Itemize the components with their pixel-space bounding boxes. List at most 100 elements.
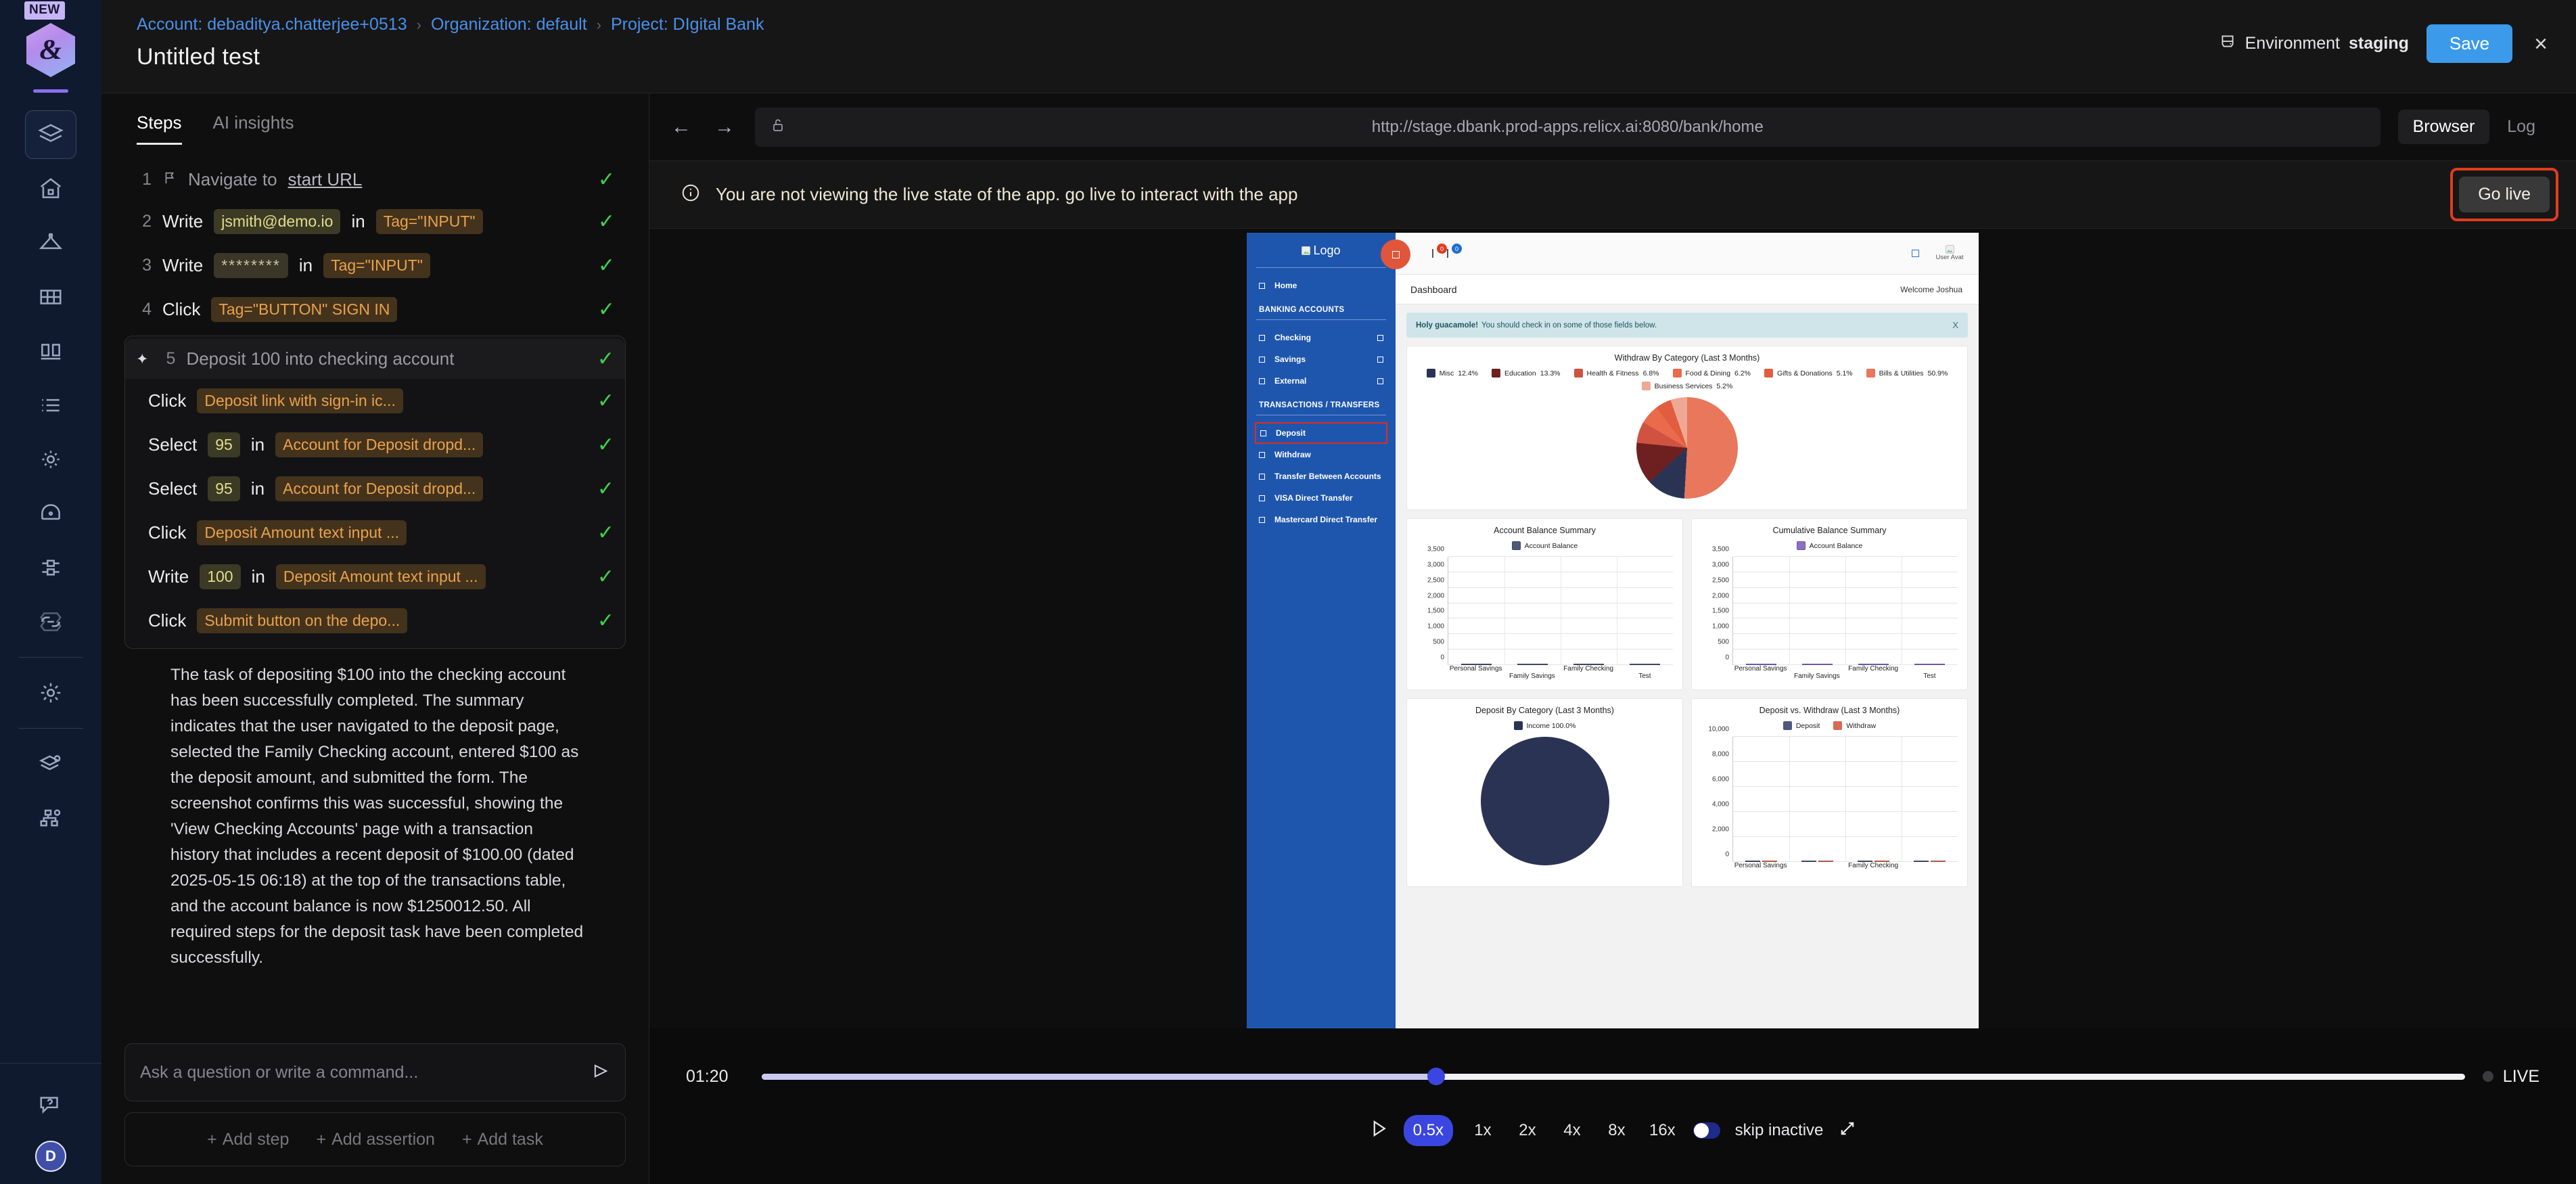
step-row[interactable]: 2 Write jsmith@demo.io in Tag="INPUT" ✓ xyxy=(124,200,626,244)
legend-item[interactable]: Gifts & Donations 5.1% xyxy=(1764,369,1853,378)
legend-item[interactable]: Bills & Utilities 50.9% xyxy=(1866,369,1948,378)
alert-close-icon[interactable]: X xyxy=(1952,320,1958,330)
bank-nav-transfer-between-accounts[interactable]: Transfer Between Accounts xyxy=(1247,465,1396,487)
sitemap-settings-icon[interactable] xyxy=(25,794,76,842)
progress-slider[interactable] xyxy=(762,1068,2465,1085)
bank-nav-home[interactable]: Home xyxy=(1247,275,1396,296)
legend-item[interactable]: Account Balance xyxy=(1511,541,1578,550)
step-value-chip[interactable]: jsmith@demo.io xyxy=(214,209,341,234)
bank-nav-withdraw[interactable]: Withdraw xyxy=(1247,444,1396,465)
tab-browser[interactable]: Browser xyxy=(2397,110,2490,144)
close-icon[interactable]: × xyxy=(2534,30,2548,57)
speed-4x[interactable]: 4x xyxy=(1563,1120,1581,1139)
home-icon[interactable] xyxy=(25,164,76,213)
add-assertion-button[interactable]: + Add assertion xyxy=(316,1130,434,1149)
bank-nav-external[interactable]: External xyxy=(1247,370,1396,392)
substep-row[interactable]: Click Deposit Amount text input ... ✓ xyxy=(125,511,625,555)
add-step-button[interactable]: + Add step xyxy=(207,1130,289,1149)
bank-logo[interactable]: Logo xyxy=(1247,240,1396,265)
bank-nav-mastercard-direct-transfer[interactable]: Mastercard Direct Transfer xyxy=(1247,509,1396,530)
substep-row[interactable]: Click Deposit link with sign-in ic... ✓ xyxy=(125,379,625,423)
legend-item[interactable]: Business Services 5.2% xyxy=(1641,382,1732,390)
substep-row[interactable]: Click Submit button on the depo... ✓ xyxy=(125,599,625,643)
substep-target-chip[interactable]: Deposit Amount text input ... xyxy=(197,520,407,545)
substep-target-chip[interactable]: Deposit Amount text input ... xyxy=(275,564,486,589)
legend-item[interactable]: Withdraw xyxy=(1833,721,1876,730)
speed-16x[interactable]: 16x xyxy=(1649,1120,1676,1139)
app-logo[interactable]: & xyxy=(26,23,75,77)
page-title[interactable]: Untitled test xyxy=(137,44,260,70)
settings-square-icon[interactable] xyxy=(1912,250,1919,257)
layers-settings-icon[interactable] xyxy=(25,739,76,788)
environment-indicator[interactable]: Environment staging xyxy=(2219,32,2409,55)
sliders-icon[interactable] xyxy=(25,543,76,592)
step-masked-value-chip[interactable]: ******** xyxy=(214,253,288,278)
progress-thumb[interactable] xyxy=(1427,1068,1446,1085)
step-row[interactable]: 4 Click Tag="BUTTON" SIGN IN ✓ xyxy=(124,288,626,332)
substep-value-chip[interactable]: 95 xyxy=(208,432,240,457)
bank-nav-savings[interactable]: Savings xyxy=(1247,348,1396,370)
list-icon[interactable] xyxy=(25,381,76,430)
speed-1x[interactable]: 1x xyxy=(1474,1120,1492,1139)
link-icon[interactable] xyxy=(25,597,76,646)
step-target-chip[interactable]: Tag="BUTTON" SIGN IN xyxy=(211,297,398,322)
messages-icon[interactable]: 0 xyxy=(1447,244,1462,258)
go-live-button[interactable]: Go live xyxy=(2459,177,2550,212)
substep-row[interactable]: Select 95 in Account for Deposit dropd..… xyxy=(125,467,625,511)
substep-target-chip[interactable]: Account for Deposit dropd... xyxy=(275,432,484,457)
legend-item[interactable]: Deposit xyxy=(1782,721,1820,730)
bank-nav-deposit[interactable]: Deposit xyxy=(1255,422,1387,444)
step-row[interactable]: 1 Navigate to start URL ✓ xyxy=(124,160,626,200)
ask-box[interactable] xyxy=(124,1043,626,1101)
grid-icon[interactable] xyxy=(25,273,76,321)
back-icon[interactable]: ← xyxy=(671,115,691,138)
legend-item[interactable]: Education 13.3% xyxy=(1492,369,1561,378)
legend-item[interactable]: Income 100.0% xyxy=(1513,721,1576,730)
step-target-chip[interactable]: Tag="INPUT" xyxy=(375,209,483,234)
bank-user-avatar[interactable]: User Avat xyxy=(1935,245,1964,262)
substep-row[interactable]: Select 95 in Account for Deposit dropd..… xyxy=(125,423,625,467)
substep-row[interactable]: Write 100 in Deposit Amount text input .… xyxy=(125,555,625,599)
expand-icon[interactable] xyxy=(1838,1119,1857,1141)
bank-nav-visa-direct-transfer[interactable]: VISA Direct Transfer xyxy=(1247,487,1396,509)
substep-target-chip[interactable]: Account for Deposit dropd... xyxy=(275,476,484,501)
sidebar-toggle-button[interactable] xyxy=(1381,240,1410,269)
ask-input[interactable] xyxy=(140,1062,583,1083)
avatar[interactable]: D xyxy=(35,1141,66,1172)
task-header-row[interactable]: ✦ 5 Deposit 100 into checking account ✓ xyxy=(125,339,625,379)
breadcrumb-account[interactable]: Account: debaditya.chatterjee+0513 xyxy=(137,15,407,34)
skip-inactive-toggle[interactable] xyxy=(1693,1122,1720,1139)
legend-item[interactable]: Misc 12.4% xyxy=(1426,369,1478,378)
step-row[interactable]: 3 Write ******** in Tag="INPUT" ✓ xyxy=(124,244,626,288)
tab-log[interactable]: Log xyxy=(2507,117,2535,136)
speed-2x[interactable]: 2x xyxy=(1519,1120,1536,1139)
step-target-chip[interactable]: Tag="INPUT" xyxy=(323,253,430,278)
gear-icon[interactable] xyxy=(25,435,76,484)
speed-8x[interactable]: 8x xyxy=(1608,1120,1626,1139)
substep-value-chip[interactable]: 100 xyxy=(200,564,241,589)
notifications-icon[interactable]: 0 xyxy=(1432,244,1447,258)
funnel-icon[interactable] xyxy=(25,219,76,267)
send-icon[interactable] xyxy=(591,1062,610,1084)
legend-item[interactable]: Health & Fitness 6.8% xyxy=(1573,369,1659,378)
breadcrumb-organization[interactable]: Organization: default xyxy=(430,15,587,34)
breadcrumb-project[interactable]: Project: DIgital Bank xyxy=(610,15,764,34)
forward-icon[interactable]: → xyxy=(714,115,735,138)
bank-nav-checking[interactable]: Checking xyxy=(1247,327,1396,348)
save-button[interactable]: Save xyxy=(2426,24,2513,63)
help-chat-icon[interactable] xyxy=(25,1080,76,1129)
legend-item[interactable]: Account Balance xyxy=(1796,541,1862,550)
step-start-url-link[interactable]: start URL xyxy=(288,169,363,189)
tunnel-icon[interactable] xyxy=(25,489,76,538)
substep-target-chip[interactable]: Submit button on the depo... xyxy=(197,608,408,633)
play-icon[interactable] xyxy=(1368,1118,1389,1142)
tab-steps[interactable]: Steps xyxy=(137,112,182,145)
settings-gear-icon[interactable] xyxy=(25,668,76,717)
substep-value-chip[interactable]: 95 xyxy=(208,476,240,501)
package-icon[interactable] xyxy=(25,110,76,159)
columns-icon[interactable] xyxy=(25,327,76,375)
speed-0-5x[interactable]: 0.5x xyxy=(1403,1114,1453,1146)
tab-ai-insights[interactable]: AI insights xyxy=(212,112,294,133)
substep-target-chip[interactable]: Deposit link with sign-in ic... xyxy=(197,388,403,413)
legend-item[interactable]: Food & Dining 6.2% xyxy=(1672,369,1751,378)
